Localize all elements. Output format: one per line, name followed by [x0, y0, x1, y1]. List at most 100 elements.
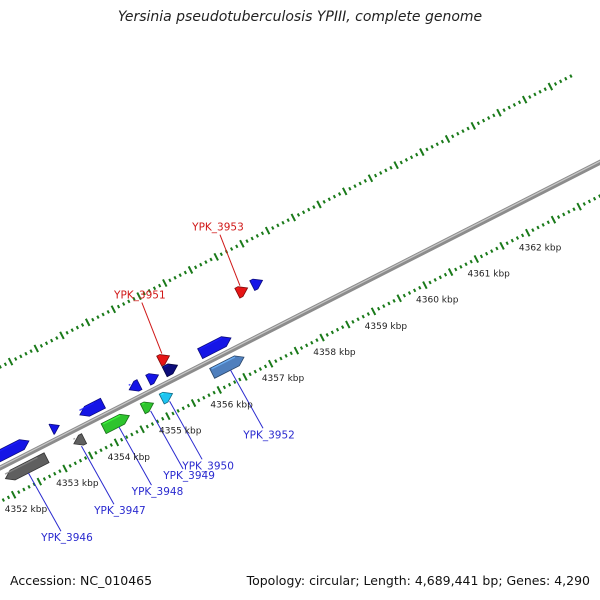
gene-label-ypk-3953[interactable]: YPK_3953 [191, 222, 244, 234]
scale-dot [186, 403, 191, 408]
gene-arrow-ypk-3948[interactable] [100, 413, 130, 435]
gene-label-ypk-3952[interactable]: YPK_3952 [242, 429, 295, 441]
scale-dot [443, 272, 448, 277]
gene-arrow-highlight [102, 414, 121, 425]
gene-arrow-0[interactable] [0, 439, 30, 470]
gene-arrow-highlight [79, 402, 95, 411]
gene-arrow-ypk-3949[interactable] [139, 401, 155, 415]
scale-dot [536, 225, 540, 230]
scale-dot [505, 241, 509, 246]
gene-arrow-ypk-3953[interactable] [234, 286, 249, 299]
scale-dot [499, 241, 505, 250]
topology-label: Topology: [246, 573, 306, 588]
gene-labels: YPK_3946 YPK_3947 YPK_3948 YPK_3949YPK_3950… [28, 222, 295, 544]
scale-dot [122, 302, 126, 306]
tick-label: 4357 kbp [262, 374, 305, 384]
gene-arrow-ypk-3952[interactable] [209, 355, 245, 379]
scale-dot [130, 432, 134, 437]
label-leader-line [141, 302, 163, 354]
scale-dot [161, 416, 165, 421]
scale-dot [260, 231, 265, 236]
scale-dot [592, 196, 597, 201]
scale-dot [492, 113, 496, 118]
tick-label: 4355 kbp [159, 427, 202, 437]
label-leader-line [28, 472, 62, 532]
gene-arrow-highlight [4, 456, 38, 475]
gene-arrow-body [145, 373, 160, 386]
scale-dot [466, 126, 470, 131]
scale-dot [279, 356, 283, 361]
gene-arrow-body [158, 391, 174, 405]
gene-label-ypk-3950[interactable]: YPK_3950 [181, 460, 234, 472]
gene-label-ypk-3951[interactable]: YPK_3951 [113, 290, 166, 302]
scale-dot [576, 202, 582, 211]
gene-label-ypk-3946[interactable]: YPK_3946 [40, 532, 93, 544]
backbone-line [0, 159, 600, 471]
gene-arrow-ypk-3947[interactable] [73, 433, 88, 446]
backbone-highlight [0, 160, 600, 468]
scale-dot [3, 362, 8, 367]
scale-dot [435, 142, 439, 147]
scale-dot [10, 490, 17, 499]
scale-dot [155, 419, 160, 424]
scale-dot [451, 134, 455, 139]
tick-label: 4362 kbp [519, 243, 562, 253]
gene-arrow-ypk-3951[interactable] [156, 354, 171, 367]
scale-dot [245, 239, 249, 243]
scale-dot [366, 312, 370, 316]
scale-dot [341, 325, 345, 329]
scale-dot [342, 187, 348, 196]
scale-dot [212, 390, 216, 395]
scale-dot [289, 351, 293, 356]
gene-arrow-body [139, 401, 155, 415]
scale-dot [135, 429, 139, 434]
scale-dot [553, 82, 558, 86]
scale-dot [207, 393, 211, 398]
scale-dot [353, 184, 357, 188]
scale-dot [487, 116, 491, 120]
gene-arrow-4[interactable] [79, 397, 107, 417]
scale-dot [70, 328, 74, 333]
scale-dot [178, 273, 182, 278]
scale-dot [325, 333, 329, 337]
scale-dot [1, 498, 5, 502]
scale-dot [187, 265, 194, 274]
gene-arrow-8[interactable] [145, 373, 160, 386]
scale-dot [399, 160, 403, 165]
scale-dot [496, 108, 502, 117]
gene-label-ypk-3949[interactable]: YPK_3949 [162, 470, 215, 482]
scale-dot [183, 270, 187, 275]
scale-dot [322, 199, 326, 204]
scale-dot [464, 262, 468, 267]
scale-dot [239, 239, 245, 248]
scale-dot [213, 252, 219, 261]
scale-dot [484, 251, 489, 256]
scale-dot [379, 171, 383, 175]
scale-dot [543, 87, 547, 92]
scale-dot [96, 315, 100, 319]
gene-arrow-ypk-3946[interactable] [4, 452, 50, 481]
scale-dot [377, 306, 381, 311]
gene-label-ypk-3947[interactable]: YPK_3947 [93, 505, 146, 517]
gene-arrow-10[interactable] [161, 363, 179, 378]
gene-arrow-6[interactable] [128, 379, 143, 392]
scale-dot [418, 285, 422, 290]
gene-arrow-ypk-3950[interactable] [158, 391, 174, 405]
scale-dot [267, 359, 274, 368]
gene-label-ypk-3948[interactable]: YPK_3948 [131, 486, 184, 498]
scale-dot [582, 202, 586, 206]
scale-dot [307, 207, 311, 212]
scale-dot [473, 254, 480, 263]
gene-arrow-15[interactable] [249, 278, 264, 292]
scale-dot [53, 471, 57, 476]
gene-arrow-2[interactable] [48, 423, 60, 435]
gene-arrow-12[interactable] [197, 336, 232, 360]
scale-dot [310, 340, 314, 345]
gene-arrow-body [48, 423, 60, 435]
accession-value: NC_010465 [80, 573, 153, 588]
scale-dot [258, 367, 263, 371]
tick-label: 4361 kbp [467, 269, 510, 279]
scale-dot [384, 168, 388, 173]
scale-dot [233, 380, 237, 384]
